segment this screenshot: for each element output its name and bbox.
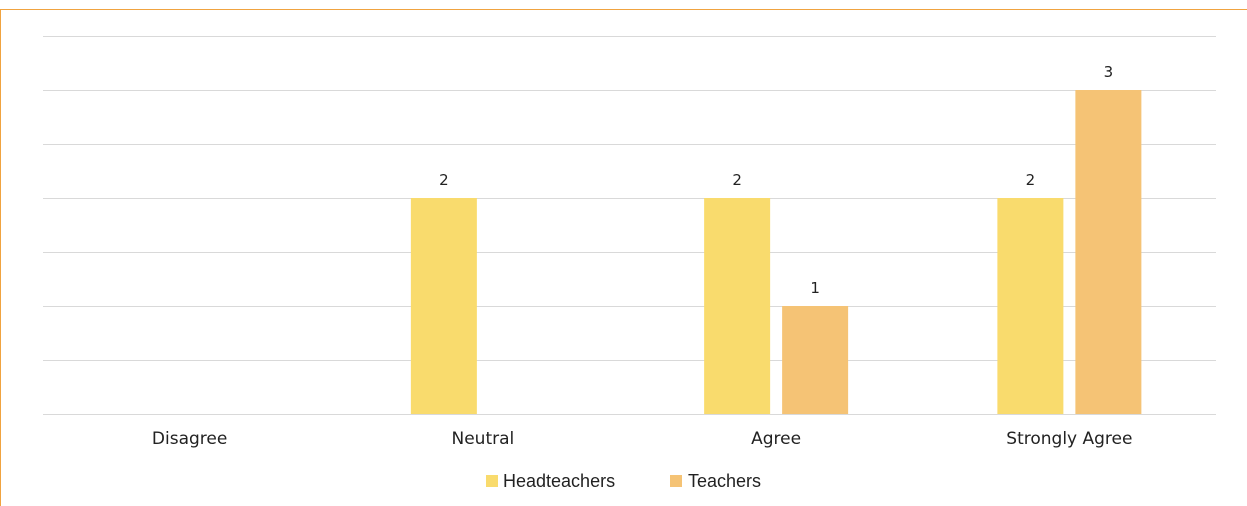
bar-headteachers: [704, 198, 771, 414]
category-label: Strongly Agree: [1006, 429, 1132, 449]
category-label: Agree: [751, 429, 801, 449]
legend-label-headteachers: Headteachers: [503, 471, 615, 491]
bar-teachers: [782, 306, 849, 414]
category-label: Neutral: [452, 429, 515, 449]
data-labels: 2 2 1 2 3: [439, 63, 1113, 297]
bar-headteachers: [997, 198, 1064, 414]
bars: [410, 90, 1142, 414]
legend-swatch-teachers: [670, 475, 682, 487]
legend: Headteachers Teachers: [486, 471, 761, 491]
gridlines: [43, 36, 1216, 415]
data-label: 1: [810, 279, 820, 297]
data-label: 2: [1026, 171, 1036, 189]
bar-headteachers: [410, 198, 477, 414]
category-label: Disagree: [152, 429, 227, 449]
data-label: 2: [439, 171, 449, 189]
data-label: 3: [1104, 63, 1114, 81]
legend-label-teachers: Teachers: [688, 471, 761, 491]
bar-teachers: [1075, 90, 1142, 414]
category-axis: Disagree Neutral Agree Strongly Agree: [152, 429, 1133, 449]
legend-swatch-headteachers: [486, 475, 498, 487]
data-label: 2: [732, 171, 742, 189]
